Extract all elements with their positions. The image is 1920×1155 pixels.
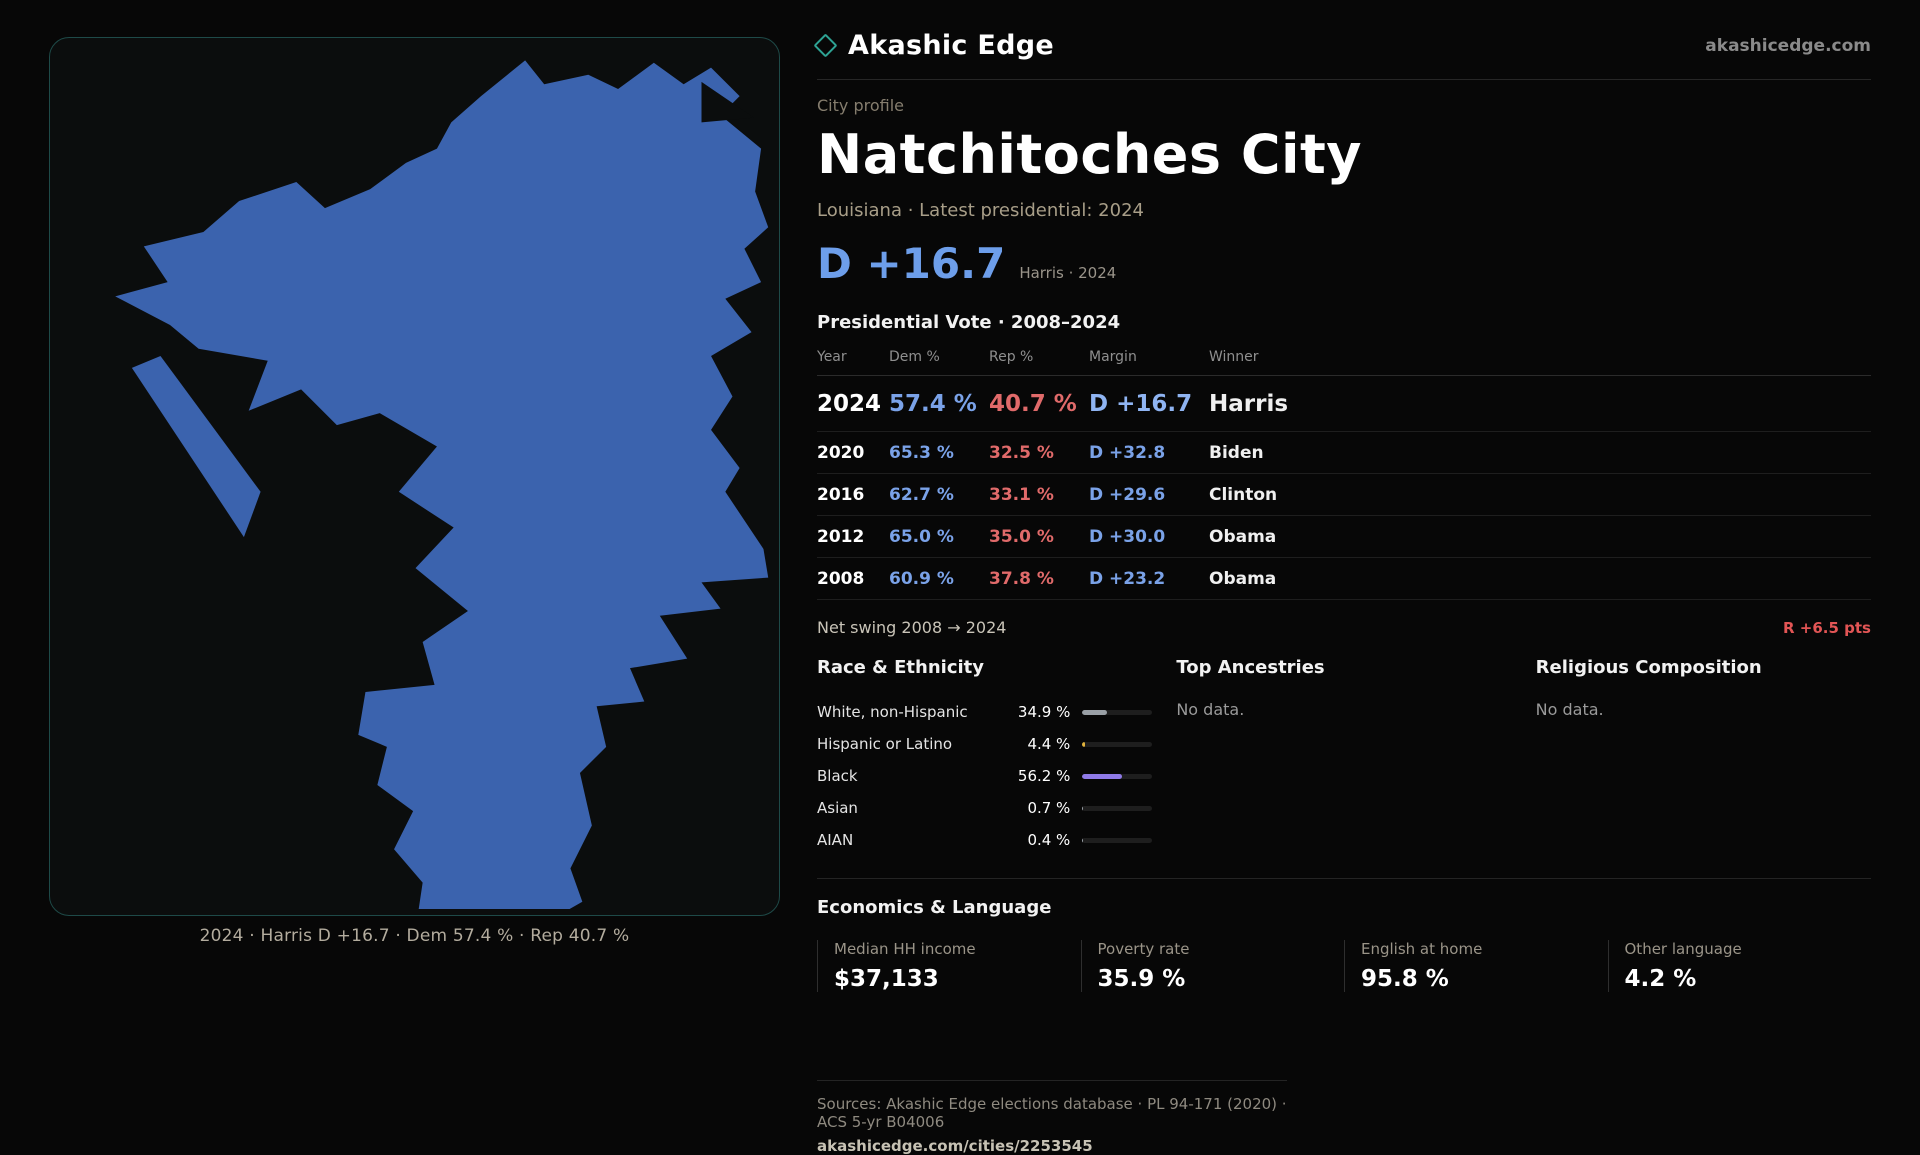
race-bar: [1082, 709, 1153, 715]
economics-stats: Median HH income $37,133 Poverty rate 35…: [817, 940, 1871, 992]
net-swing-label: Net swing 2008 → 2024: [817, 618, 1007, 637]
city-permalink[interactable]: akashicedge.com/cities/2253545: [817, 1137, 1093, 1155]
race-row: Asian 0.7 %: [817, 792, 1153, 824]
city-boundary-shape: [115, 60, 769, 909]
headline-margin-value: D +16.7: [817, 239, 1006, 288]
race-ethnicity-column: Race & Ethnicity White, non-Hispanic 34.…: [817, 657, 1153, 856]
ancestries-column: Top Ancestries No data.: [1176, 657, 1511, 856]
race-list: White, non-Hispanic 34.9 % Hispanic or L…: [817, 696, 1153, 856]
vote-table-title: Presidential Vote · 2008–2024: [817, 312, 1121, 333]
stat-card: English at home 95.8 %: [1344, 940, 1608, 992]
race-bar: [1082, 741, 1153, 747]
table-row: 2016 62.7 % 33.1 % D +29.6 Clinton: [817, 474, 1871, 516]
city-profile-content: Akashic Edge akashicedge.com City profil…: [813, 0, 1871, 1155]
stat-card: Other language 4.2 %: [1607, 940, 1872, 992]
header: Akashic Edge akashicedge.com: [813, 0, 1871, 80]
ancestries-empty-state: No data.: [1176, 700, 1245, 719]
race-bar: [1082, 805, 1153, 811]
religion-column: Religious Composition No data.: [1536, 657, 1871, 856]
stat-card: Poverty rate 35.9 %: [1080, 940, 1345, 992]
col-rep: Rep %: [989, 349, 1034, 365]
map-notch: [701, 81, 754, 123]
headline-margin-note: Harris · 2024: [1019, 264, 1117, 282]
economics-title: Economics & Language: [817, 878, 1871, 918]
city-boundary-map: [115, 60, 769, 909]
vote-table-header: Year Dem % Rep % Margin Winner: [817, 349, 1871, 376]
sources-line: Sources: Akashic Edge elections database…: [817, 1095, 1287, 1131]
brand-domain-link[interactable]: akashicedge.com: [1705, 35, 1871, 56]
col-year: Year: [817, 349, 847, 365]
race-row: Hispanic or Latino 4.4 %: [817, 728, 1153, 760]
ancestries-title: Top Ancestries: [1176, 657, 1325, 678]
table-row: 2024 57.4 % 40.7 % D +16.7 Harris: [817, 376, 1871, 432]
table-row: 2020 65.3 % 32.5 % D +32.8 Biden: [817, 432, 1871, 474]
map-caption: 2024 · Harris D +16.7 · Dem 57.4 % · Rep…: [199, 926, 630, 946]
religion-empty-state: No data.: [1535, 700, 1604, 719]
race-row: AIAN 0.4 %: [817, 824, 1153, 856]
brand-name: Akashic Edge: [848, 30, 1055, 61]
city-boundary-sliver: [131, 355, 261, 538]
demographics-section: Race & Ethnicity White, non-Hispanic 34.…: [817, 657, 1871, 856]
table-row: 2012 65.0 % 35.0 % D +30.0 Obama: [817, 516, 1871, 558]
col-margin: Margin: [1089, 349, 1137, 365]
table-row: 2008 60.9 % 37.8 % D +23.2 Obama: [817, 558, 1871, 600]
race-row: Black 56.2 %: [817, 760, 1153, 792]
race-row: White, non-Hispanic 34.9 %: [817, 696, 1153, 728]
net-swing-value: R +6.5 pts: [1783, 618, 1871, 637]
city-map-panel: [49, 37, 780, 916]
stat-card: Median HH income $37,133: [817, 940, 1081, 992]
page-subtitle: Louisiana · Latest presidential: 2024: [817, 200, 1144, 221]
col-dem: Dem %: [889, 349, 940, 365]
race-ethnicity-title: Race & Ethnicity: [817, 657, 984, 678]
headline-margin-block: D +16.7 Harris · 2024: [817, 239, 1871, 288]
brand-diamond-icon: [813, 33, 838, 58]
page-title: Natchitoches City: [817, 123, 1362, 186]
footer: Sources: Akashic Edge elections database…: [817, 1080, 1287, 1155]
race-bar: [1082, 773, 1153, 779]
col-winner: Winner: [1209, 349, 1259, 365]
race-bar: [1082, 837, 1153, 843]
eyebrow-label: City profile: [817, 96, 904, 115]
brand: Akashic Edge: [813, 30, 1055, 61]
net-swing-row: Net swing 2008 → 2024 R +6.5 pts: [817, 602, 1871, 637]
religion-title: Religious Composition: [1535, 657, 1762, 678]
